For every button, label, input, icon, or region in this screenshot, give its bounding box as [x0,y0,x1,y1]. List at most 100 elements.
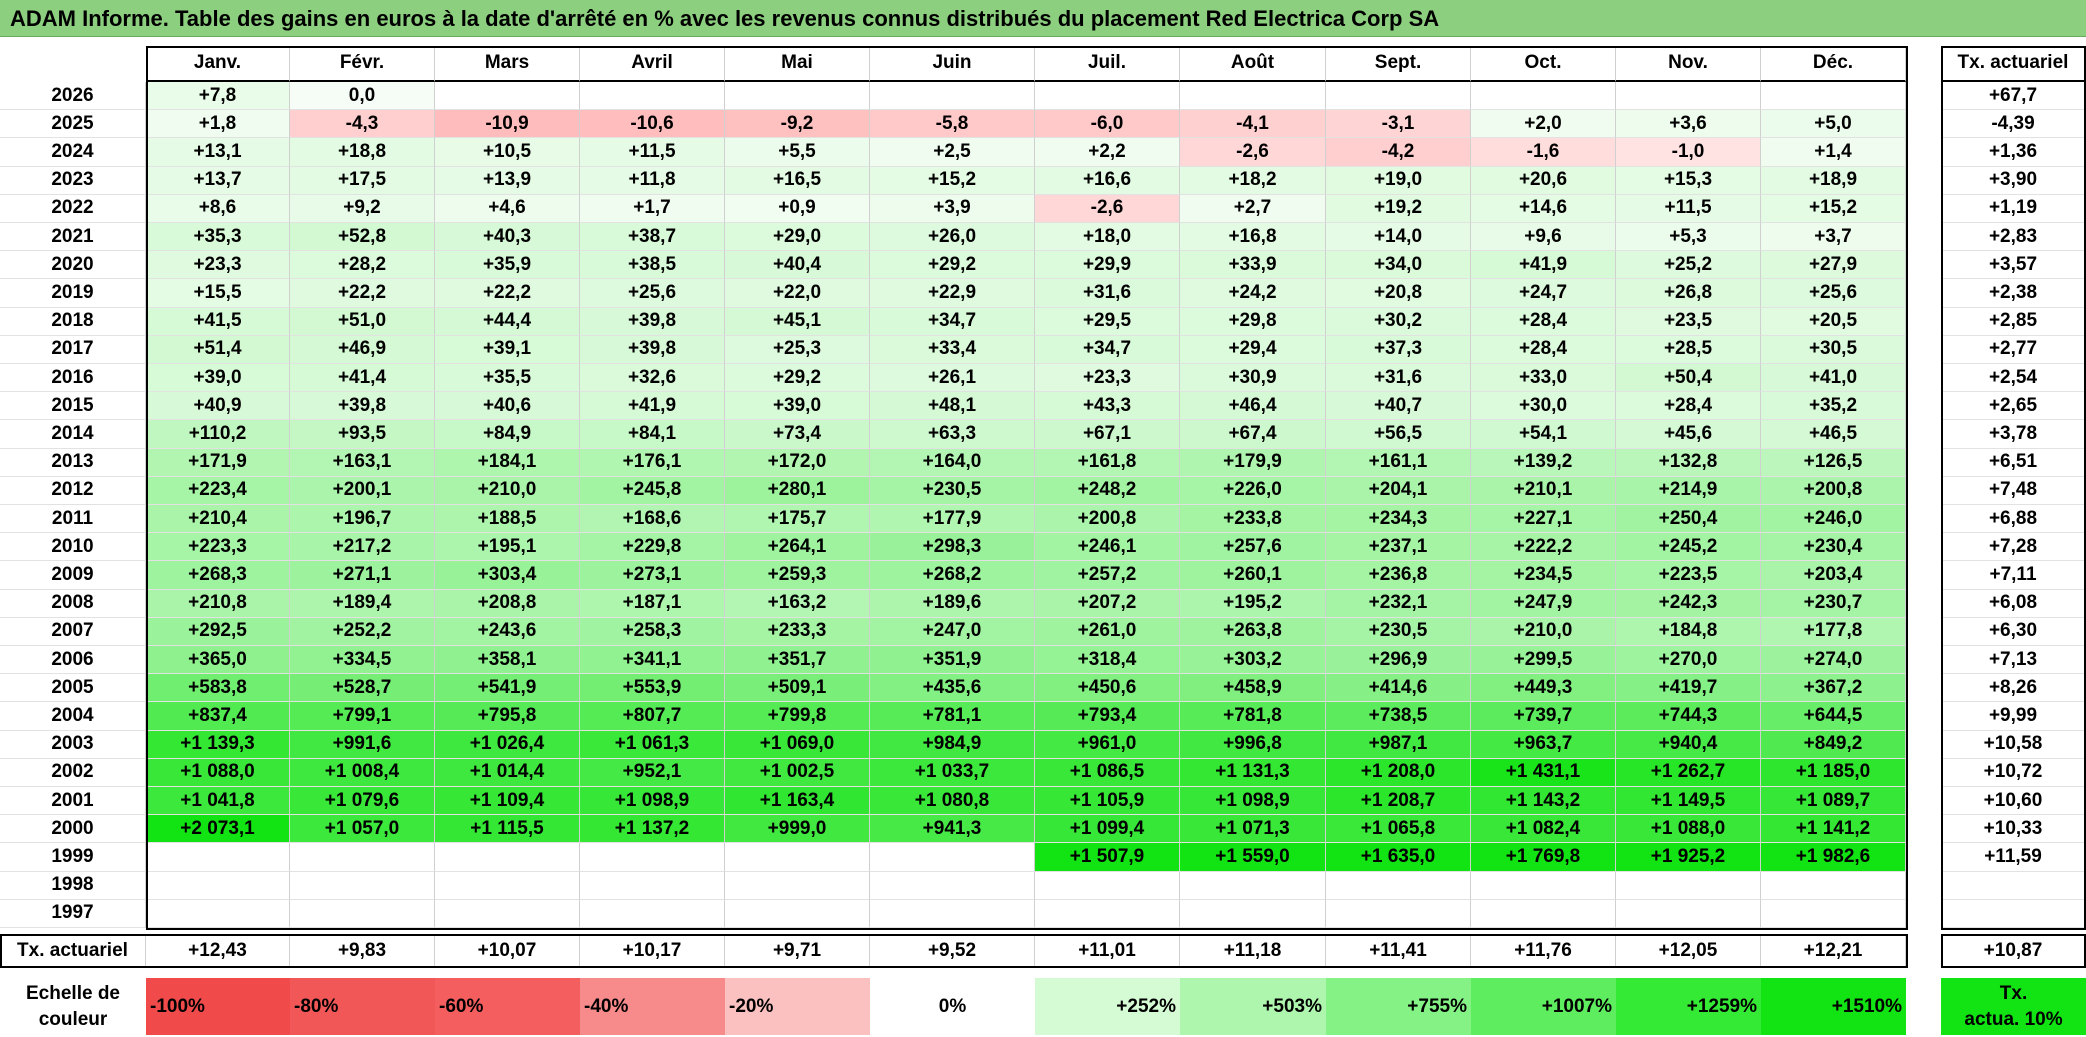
rate-cell: +3,57 [1941,251,2086,280]
gain-cell: +245,2 [1616,533,1761,562]
gain-cell: +1 105,9 [1035,787,1180,816]
gain-cell: +29,2 [870,251,1035,280]
gain-cell: +33,9 [1180,251,1326,280]
gain-cell: +37,3 [1326,335,1471,364]
gain-cell: +264,1 [725,533,870,562]
gain-cell: +51,0 [290,307,435,336]
gain-cell: +15,3 [1616,166,1761,195]
gain-cell: +1 208,7 [1326,787,1471,816]
gain-cell: +67,1 [1035,420,1180,449]
rate-cell: +2,77 [1941,335,2086,364]
year-label: 1999 [0,843,146,872]
gain-cell: +22,9 [870,279,1035,308]
gain-cell: +941,3 [870,815,1035,844]
gain-cell: +230,5 [870,476,1035,505]
gain-cell: +25,3 [725,335,870,364]
gain-cell: +208,8 [435,589,580,618]
rate-cell: -4,39 [1941,110,2086,139]
gain-cell: +365,0 [146,646,290,675]
gain-cell [1326,899,1471,928]
year-label: 2001 [0,787,146,816]
gain-cell: -10,6 [580,110,725,139]
gain-cell: -3,1 [1326,110,1471,139]
gain-cell: +210,1 [1471,476,1616,505]
gain-cell: 0,0 [290,82,435,111]
gain-cell: +1 089,7 [1761,787,1906,816]
gain-cell: +39,0 [725,392,870,421]
gain-cell: +358,1 [435,646,580,675]
gain-cell: +837,4 [146,702,290,731]
gain-cell: +30,0 [1471,392,1616,421]
gain-cell: +217,2 [290,533,435,562]
gain-cell: +29,5 [1035,307,1180,336]
gain-cell: +35,2 [1761,392,1906,421]
gain-cell: +39,8 [290,392,435,421]
gain-cell: -2,6 [1180,138,1326,167]
gain-cell: +367,2 [1761,674,1906,703]
gain-cell: +1 080,8 [870,787,1035,816]
gain-cell: +41,9 [580,392,725,421]
gain-cell: +31,6 [1326,364,1471,393]
gain-cell [1616,871,1761,900]
gain-cell: -9,2 [725,110,870,139]
gain-cell: +25,6 [580,279,725,308]
rate-cell [1941,871,2086,900]
gain-cell: +11,5 [580,138,725,167]
scale-swatch: -100% [146,978,290,1035]
gain-cell: +200,1 [290,476,435,505]
gain-cell: +38,5 [580,251,725,280]
gain-cell: +257,6 [1180,533,1326,562]
gain-cell: +30,2 [1326,307,1471,336]
gain-cell: -1,6 [1471,138,1616,167]
gain-cell: +13,1 [146,138,290,167]
gain-cell: +34,7 [870,307,1035,336]
footer-rate-cell: +10,17 [580,934,725,968]
gain-cell: +28,4 [1471,335,1616,364]
gain-cell: +1 099,4 [1035,815,1180,844]
gain-cell: +163,1 [290,448,435,477]
year-label: 2004 [0,702,146,731]
footer-rate-cell: +9,83 [290,934,435,968]
gain-cell: +29,8 [1180,307,1326,336]
scale-label: Echelle de couleur [0,978,146,1035]
gain-cell: +171,9 [146,448,290,477]
rate-cell: +1,19 [1941,194,2086,223]
gain-cell: +2,7 [1180,194,1326,223]
gain-cell: +204,1 [1326,476,1471,505]
gain-cell: +84,9 [435,420,580,449]
gain-cell: +1,4 [1761,138,1906,167]
gain-cell: +187,1 [580,589,725,618]
scale-swatch: +1259% [1616,978,1761,1035]
gain-cell: +1 115,5 [435,815,580,844]
gain-cell: +200,8 [1035,505,1180,534]
gain-cell: +996,8 [1180,730,1326,759]
gain-cell: +17,5 [290,166,435,195]
gain-cell: +24,2 [1180,279,1326,308]
gain-cell: +161,8 [1035,448,1180,477]
gain-cell: +553,9 [580,674,725,703]
gain-cell [1761,871,1906,900]
gain-cell: +280,1 [725,476,870,505]
gain-cell: +46,9 [290,335,435,364]
gain-cell: +132,8 [1616,448,1761,477]
rate-cell: +6,51 [1941,448,2086,477]
gain-cell: +234,5 [1471,561,1616,590]
gain-cell: +1 143,2 [1471,787,1616,816]
gain-cell: +110,2 [146,420,290,449]
rate-cell: +1,36 [1941,138,2086,167]
gain-cell: +1 109,4 [435,787,580,816]
gain-cell: +799,1 [290,702,435,731]
gain-cell [725,871,870,900]
scale-swatch: -20% [725,978,870,1035]
gain-cell: +1 262,7 [1616,758,1761,787]
gain-cell: +168,6 [580,505,725,534]
rate-cell [1941,899,2086,928]
gain-cell: +67,4 [1180,420,1326,449]
gain-cell: +23,3 [146,251,290,280]
gain-cell [580,899,725,928]
gain-cell: +1 185,0 [1761,758,1906,787]
gain-cell: +318,4 [1035,646,1180,675]
gain-cell: +351,7 [725,646,870,675]
rate-cell: +10,60 [1941,787,2086,816]
gain-cell: +39,0 [146,364,290,393]
